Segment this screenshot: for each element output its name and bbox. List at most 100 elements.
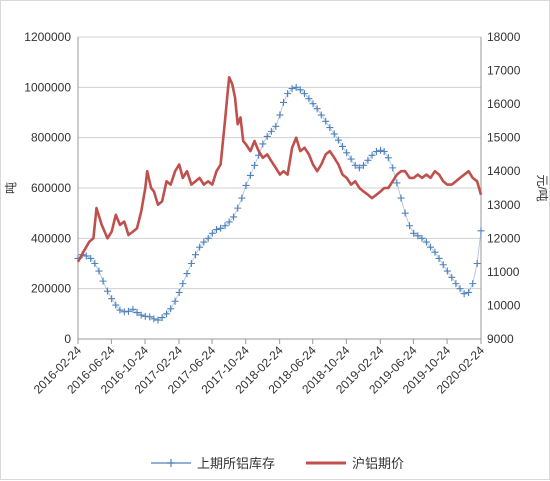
series-layer bbox=[74, 76, 485, 324]
inventory-point bbox=[263, 132, 271, 140]
inventory-point bbox=[452, 280, 460, 288]
inventory-point bbox=[448, 273, 456, 281]
inventory-point bbox=[124, 307, 132, 315]
inventory-point bbox=[414, 232, 422, 240]
inventory-point bbox=[469, 280, 477, 288]
inventory-point bbox=[410, 229, 418, 237]
left-tick-label: 400000 bbox=[31, 231, 71, 245]
right-tick-label: 17000 bbox=[487, 64, 521, 78]
right-tick-label: 12000 bbox=[487, 231, 521, 245]
inventory-point bbox=[435, 254, 443, 262]
inventory-point bbox=[364, 156, 372, 164]
inventory-point bbox=[473, 260, 481, 267]
inventory-point bbox=[208, 229, 216, 237]
left-tick-label: 0 bbox=[64, 332, 71, 346]
inventory-point bbox=[292, 83, 300, 91]
inventory-point bbox=[305, 95, 313, 103]
inventory-point bbox=[150, 315, 158, 323]
legend-plus-marker-icon bbox=[167, 459, 175, 467]
inventory-line bbox=[77, 86, 482, 321]
inventory-point bbox=[238, 194, 246, 202]
left-tick-label: 1200000 bbox=[24, 30, 71, 44]
right-tick-label: 15000 bbox=[487, 131, 521, 145]
inventory-point bbox=[284, 90, 292, 98]
inventory-point bbox=[309, 100, 317, 108]
inventory-point bbox=[154, 316, 162, 324]
x-axis-ticks: 2016-02-242016-06-242016-10-242017-02-24… bbox=[31, 339, 487, 397]
inventory-point bbox=[389, 164, 397, 172]
inventory-point bbox=[322, 117, 330, 125]
inventory-point bbox=[196, 243, 204, 251]
right-tick-label: 11000 bbox=[487, 265, 520, 279]
inventory-point bbox=[418, 234, 426, 242]
series-inventory bbox=[74, 83, 485, 324]
inventory-point bbox=[460, 290, 468, 298]
inventory-point bbox=[133, 309, 141, 317]
legend-item-price: 沪铝期价 bbox=[306, 456, 404, 471]
inventory-point bbox=[242, 181, 250, 189]
inventory-point bbox=[406, 222, 414, 230]
inventory-point bbox=[267, 127, 275, 135]
inventory-point bbox=[221, 222, 229, 230]
inventory-point bbox=[259, 140, 267, 148]
left-tick-label: 1000000 bbox=[24, 80, 71, 94]
inventory-point bbox=[280, 98, 287, 106]
price-line bbox=[76, 76, 483, 263]
inventory-point bbox=[171, 297, 179, 305]
inventory-point bbox=[343, 149, 351, 157]
inventory-point bbox=[230, 213, 238, 221]
right-tick-label: 9000 bbox=[487, 332, 514, 346]
inventory-point bbox=[212, 226, 220, 234]
right-axis-title: 元/吨 bbox=[535, 174, 549, 201]
inventory-point bbox=[179, 280, 187, 288]
inventory-point bbox=[200, 238, 208, 246]
inventory-point bbox=[317, 111, 325, 119]
inventory-point bbox=[296, 86, 304, 94]
inventory-point bbox=[87, 254, 95, 262]
inventory-point bbox=[351, 161, 359, 169]
inventory-point bbox=[477, 227, 485, 235]
inventory-point bbox=[183, 270, 191, 278]
inventory-point bbox=[443, 267, 451, 275]
inventory-point bbox=[116, 306, 124, 314]
series-price bbox=[76, 76, 483, 263]
inventory-point bbox=[192, 251, 200, 259]
inventory-point bbox=[251, 161, 259, 169]
inventory-point bbox=[393, 179, 401, 187]
inventory-point bbox=[204, 234, 212, 242]
inventory-point bbox=[313, 105, 321, 113]
inventory-point bbox=[347, 155, 355, 163]
inventory-point bbox=[104, 287, 112, 295]
inventory-point bbox=[355, 164, 363, 172]
inventory-point bbox=[431, 248, 439, 256]
inventory-point bbox=[377, 146, 385, 154]
inventory-point bbox=[99, 277, 107, 285]
inventory-point bbox=[397, 194, 405, 202]
gridlines bbox=[78, 36, 481, 340]
inventory-point bbox=[82, 252, 90, 260]
left-axis-title: 吨 bbox=[4, 182, 18, 194]
inventory-point bbox=[368, 151, 376, 159]
right-tick-label: 13000 bbox=[487, 198, 521, 212]
left-tick-label: 600000 bbox=[31, 181, 71, 195]
legend-price-label: 沪铝期价 bbox=[352, 456, 404, 471]
inventory-point bbox=[272, 122, 280, 130]
right-tick-label: 16000 bbox=[487, 97, 521, 111]
inventory-point bbox=[95, 267, 103, 275]
inventory-point bbox=[246, 171, 254, 179]
right-axis-ticks: 9000 10000 11000 12000 13000 14000 15000 16000 1… bbox=[487, 30, 521, 346]
right-tick-label: 14000 bbox=[487, 164, 521, 178]
inventory-point bbox=[384, 154, 392, 162]
inventory-point bbox=[380, 148, 388, 156]
inventory-point bbox=[456, 285, 464, 293]
inventory-point bbox=[167, 305, 175, 313]
inventory-point bbox=[359, 161, 367, 169]
inventory-point bbox=[137, 311, 145, 319]
inventory-point bbox=[300, 90, 308, 98]
right-tick-label: 10000 bbox=[487, 298, 521, 312]
right-tick-label: 18000 bbox=[487, 30, 521, 44]
inventory-point bbox=[158, 314, 166, 322]
inventory-point bbox=[163, 310, 171, 318]
